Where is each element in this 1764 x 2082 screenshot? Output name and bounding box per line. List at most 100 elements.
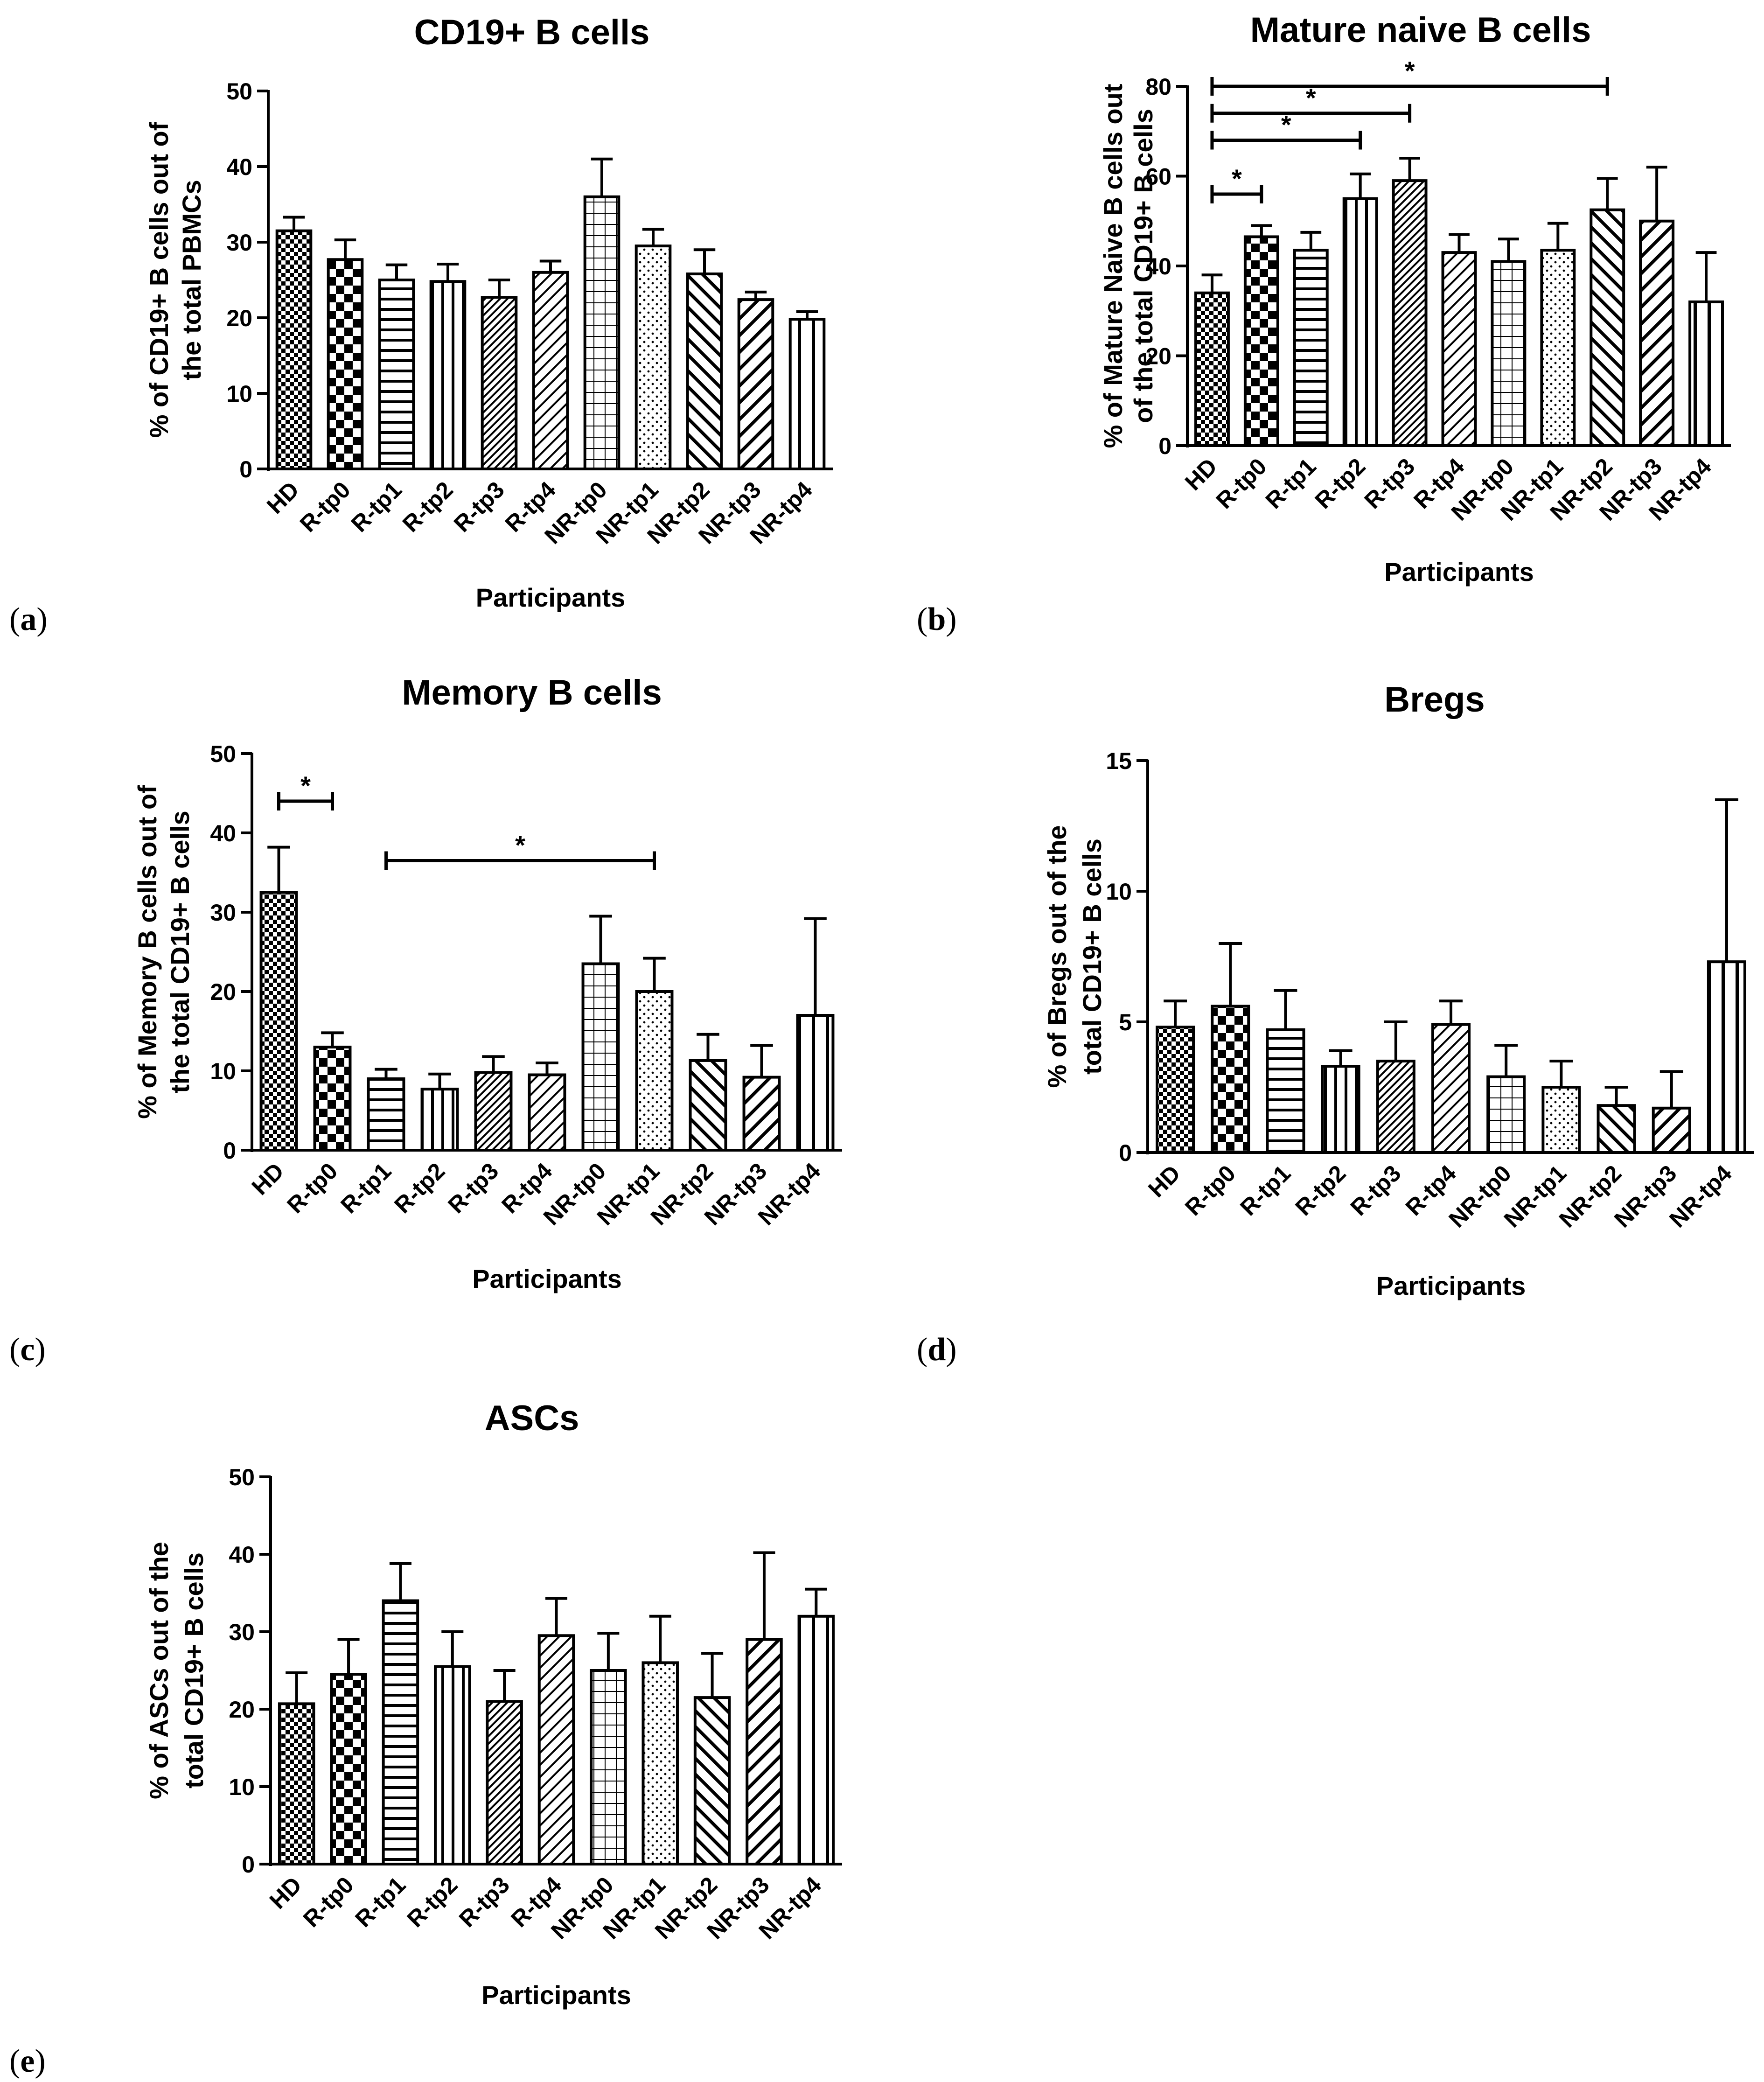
x-tick-label: R-tp2 xyxy=(1290,1160,1351,1221)
y-tick-label: 0 xyxy=(242,1851,255,1878)
bar-r-tp1 xyxy=(382,1599,419,1866)
chart-title: ASCs xyxy=(485,1398,579,1438)
panel-label: (d) xyxy=(917,1332,957,1368)
bar-nr-tp4 xyxy=(1688,300,1724,447)
bar-r-tp3 xyxy=(1392,179,1428,447)
x-tick-label: NR-tp2 xyxy=(1554,1160,1626,1232)
bar-hd xyxy=(1194,291,1230,447)
y-tick-label: 20 xyxy=(1145,343,1171,370)
bar-r-tp3 xyxy=(474,1071,513,1152)
y-axis-label: the total CD19+ B cells xyxy=(165,810,195,1093)
y-tick-label: 0 xyxy=(239,456,252,482)
bar-r-tp0 xyxy=(313,1046,352,1152)
bar-r-tp4 xyxy=(1431,1023,1471,1154)
bar-r-tp2 xyxy=(434,1665,471,1865)
bar-nr-tp4 xyxy=(1707,960,1746,1154)
y-tick-label: 40 xyxy=(226,154,252,180)
bar-r-tp4 xyxy=(532,271,569,470)
x-tick-label: R-tp1 xyxy=(346,476,407,537)
x-tick-label: R-tp2 xyxy=(389,1158,450,1218)
bar-nr-tp0 xyxy=(583,195,621,470)
y-tick-label: 20 xyxy=(226,305,252,331)
x-axis-label: Participants xyxy=(1384,557,1534,587)
bar-nr-tp1 xyxy=(1540,249,1576,447)
bar-r-tp2 xyxy=(429,280,467,470)
x-tick-label: R-tp1 xyxy=(335,1158,396,1218)
bar-nr-tp1 xyxy=(1541,1086,1581,1154)
bar-nr-tp0 xyxy=(581,962,620,1152)
x-tick-label: HD xyxy=(247,1158,289,1200)
bar-nr-tp3 xyxy=(1652,1106,1691,1154)
panel-label: (b) xyxy=(917,601,957,637)
x-tick-label: R-tp0 xyxy=(298,1872,359,1932)
y-axis-label: total CD19+ B cells xyxy=(179,1552,209,1789)
y-tick-label: 80 xyxy=(1145,74,1171,100)
y-tick-label: 30 xyxy=(229,1619,255,1645)
bar-nr-tp2 xyxy=(1597,1104,1636,1154)
x-tick-label: R-tp3 xyxy=(443,1158,503,1218)
x-tick-label: R-tp1 xyxy=(350,1872,411,1932)
x-tick-label: NR-tp1 xyxy=(1499,1160,1571,1232)
panel-label: (e) xyxy=(9,2043,46,2079)
bar-nr-tp1 xyxy=(635,990,674,1152)
x-tick-label: R-tp3 xyxy=(1346,1160,1406,1221)
bar-nr-tp2 xyxy=(689,1059,727,1152)
bar-nr-tp4 xyxy=(788,318,826,470)
y-tick-label: 30 xyxy=(210,900,236,926)
bar-nr-tp0 xyxy=(590,1669,627,1865)
bar-r-tp2 xyxy=(1321,1065,1360,1154)
bar-nr-tp2 xyxy=(693,1696,731,1866)
x-tick-label: R-tp0 xyxy=(1180,1160,1241,1221)
x-tick-label: HD xyxy=(262,476,304,519)
y-tick-label: 10 xyxy=(226,381,252,407)
bar-r-tp4 xyxy=(1441,251,1477,447)
bar-r-tp1 xyxy=(367,1077,405,1152)
y-tick-label: 40 xyxy=(210,820,236,846)
bar-r-tp3 xyxy=(1376,1060,1415,1154)
bar-nr-tp3 xyxy=(742,1076,781,1152)
bar-r-tp2 xyxy=(420,1088,459,1152)
y-tick-label: 50 xyxy=(226,78,252,105)
chart-panel-c: Memory B cells (c) 0 10 20 30 40 50 % of Memory … xyxy=(9,673,842,1368)
y-tick-label: 40 xyxy=(229,1542,255,1568)
y-tick-label: 10 xyxy=(1106,879,1132,905)
y-tick-label: 50 xyxy=(210,741,236,767)
x-tick-label: R-tp0 xyxy=(282,1158,342,1218)
bar-r-tp2 xyxy=(1342,197,1378,447)
bar-nr-tp2 xyxy=(1590,208,1625,447)
x-tick-label: R-tp2 xyxy=(1310,453,1371,514)
significance-star: * xyxy=(1281,110,1291,140)
significance-star: * xyxy=(515,831,525,860)
bar-nr-tp1 xyxy=(634,245,672,470)
significance-star: * xyxy=(300,771,311,800)
bar-r-tp0 xyxy=(1211,1005,1250,1154)
x-tick-label: R-tp0 xyxy=(295,476,356,537)
x-tick-label: R-tp1 xyxy=(1235,1160,1296,1221)
y-axis-label: % of Bregs out of the xyxy=(1042,825,1072,1088)
x-tick-label: NR-tp0 xyxy=(1443,1160,1516,1232)
y-tick-label: 15 xyxy=(1106,748,1132,774)
bar-nr-tp0 xyxy=(1491,260,1527,447)
y-tick-label: 20 xyxy=(210,979,236,1005)
y-tick-label: 10 xyxy=(229,1774,255,1800)
y-tick-label: 20 xyxy=(229,1697,255,1723)
y-axis-label: of the total CD19+ B cells xyxy=(1129,109,1158,423)
x-tick-label: HD xyxy=(265,1872,307,1914)
y-axis-label: % of CD19+ B cells out of xyxy=(144,122,174,438)
significance-star: * xyxy=(1405,56,1415,85)
bar-nr-tp1 xyxy=(641,1661,679,1865)
x-tick-label: R-tp3 xyxy=(1359,453,1420,514)
bar-nr-tp3 xyxy=(1639,219,1675,447)
x-tick-label: NR-tp3 xyxy=(1609,1160,1681,1232)
y-tick-label: 0 xyxy=(1158,433,1171,459)
panel-label: (a) xyxy=(9,601,48,637)
x-tick-label: R-tp2 xyxy=(397,476,458,537)
chart-panel-d: Bregs (d) 0 5 10 15 % of Bregs out of the total… xyxy=(917,680,1754,1368)
chart-panel-b: Mature naive B cells (b) 0 20 40 60 80 % of Mat… xyxy=(917,10,1731,637)
chart-title: CD19+ B cells xyxy=(414,13,650,52)
y-tick-label: 0 xyxy=(1119,1140,1132,1166)
bar-nr-tp3 xyxy=(737,298,774,470)
bar-nr-tp2 xyxy=(686,272,723,470)
bar-hd xyxy=(1156,1026,1195,1154)
y-axis-label: the total PBMCs xyxy=(177,180,206,380)
